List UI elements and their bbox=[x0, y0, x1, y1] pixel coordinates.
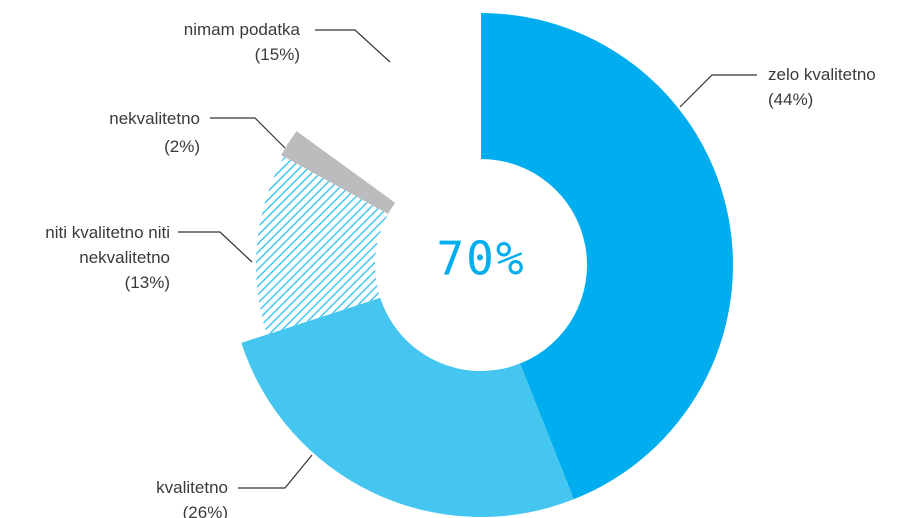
slice-label: zelo kvalitetno (44%) bbox=[768, 62, 908, 112]
slice-label: nimam podatka (15%) bbox=[100, 17, 300, 67]
slice-label: kvalitetno (26%) bbox=[60, 475, 228, 518]
leader-line bbox=[210, 117, 286, 149]
donut-slice bbox=[256, 156, 389, 335]
value-label: (13%) bbox=[124, 273, 170, 292]
leader-line bbox=[315, 29, 391, 63]
category-label: kvalitetno bbox=[156, 478, 228, 497]
value-label: (2%) bbox=[164, 137, 200, 156]
donut-slice bbox=[277, 12, 481, 203]
slice-label: nekvalitetno (2%) bbox=[40, 106, 200, 159]
leader-line bbox=[238, 454, 313, 489]
donut-slice bbox=[481, 13, 733, 500]
category-label: zelo kvalitetno bbox=[768, 65, 876, 84]
value-label: (26%) bbox=[182, 503, 228, 518]
category-label: nimam podatka bbox=[183, 20, 300, 39]
donut-slice bbox=[281, 130, 396, 214]
value-label: (15%) bbox=[254, 45, 300, 64]
center-label: 70% bbox=[436, 232, 525, 286]
leader-line bbox=[679, 74, 757, 108]
slice-label: niti kvalitetno niti nekvalitetno (13%) bbox=[2, 220, 170, 295]
value-label: (44%) bbox=[768, 90, 814, 109]
donut-slice bbox=[241, 297, 574, 518]
category-label: nekvalitetno bbox=[109, 109, 200, 128]
category-label: niti kvalitetno niti nekvalitetno bbox=[45, 223, 170, 267]
leader-line bbox=[178, 231, 253, 263]
